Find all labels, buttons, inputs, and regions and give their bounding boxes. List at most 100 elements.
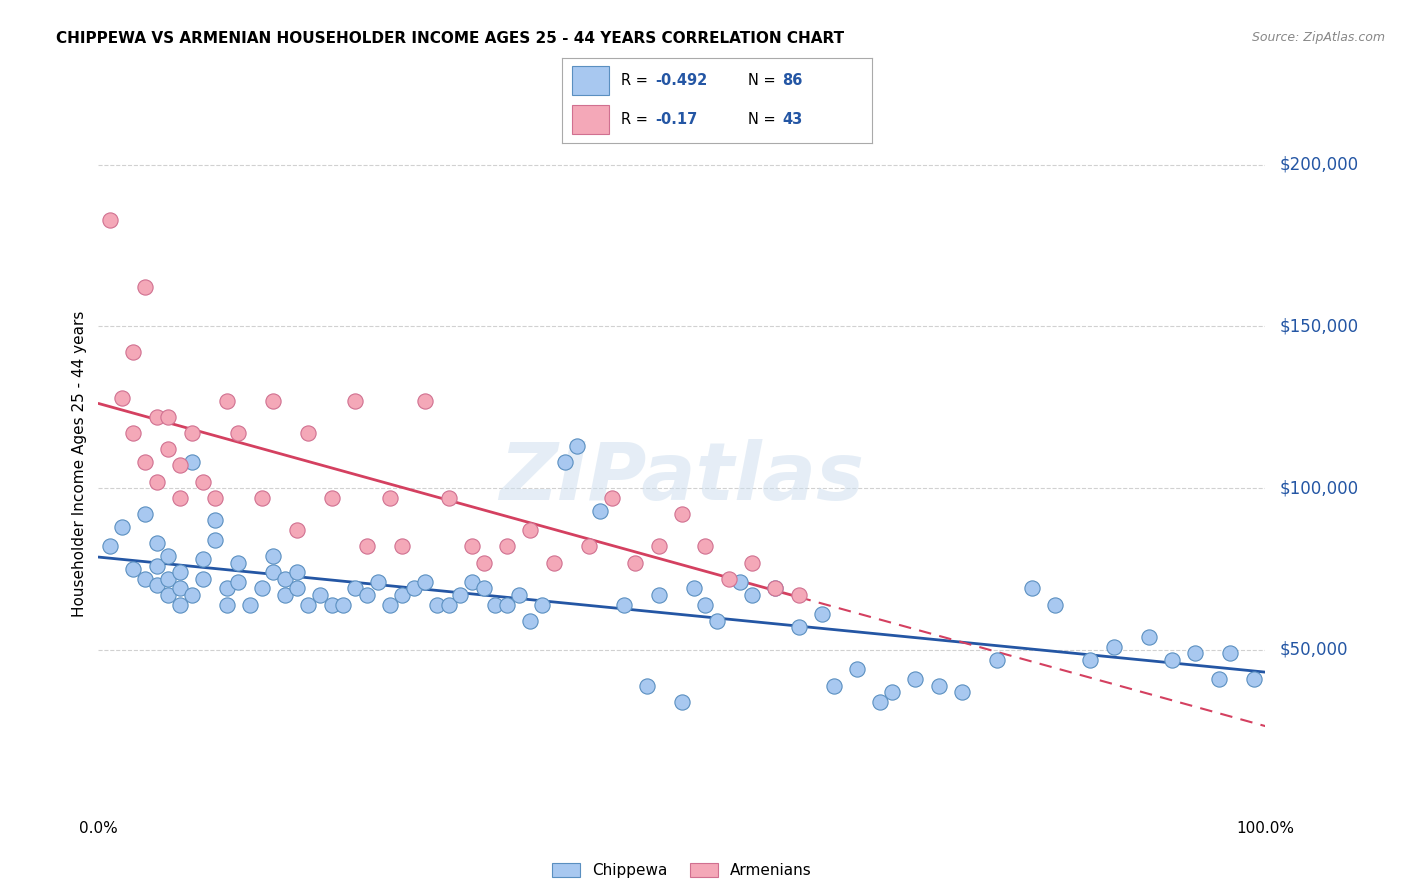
Text: ZIPatlas: ZIPatlas <box>499 439 865 516</box>
Point <box>519 523 541 537</box>
Point <box>717 572 740 586</box>
Point <box>682 582 704 596</box>
Point <box>695 598 717 612</box>
Point <box>134 572 156 586</box>
Text: N =: N = <box>748 112 780 128</box>
Point <box>647 588 669 602</box>
Point <box>1243 672 1265 686</box>
Point <box>180 426 202 441</box>
Y-axis label: Householder Income Ages 25 - 44 years: Householder Income Ages 25 - 44 years <box>72 310 87 617</box>
Point <box>157 549 180 563</box>
Point <box>344 393 367 408</box>
Point <box>636 679 658 693</box>
Point <box>495 540 517 554</box>
Text: $50,000: $50,000 <box>1279 641 1348 659</box>
Point <box>309 588 332 602</box>
Point <box>449 588 471 602</box>
Point <box>378 491 402 505</box>
Point <box>671 507 693 521</box>
Point <box>122 562 145 576</box>
Point <box>578 540 600 554</box>
Point <box>332 598 354 612</box>
Point <box>1219 646 1241 660</box>
Text: $150,000: $150,000 <box>1279 318 1358 335</box>
Point <box>297 426 319 441</box>
Point <box>741 556 763 570</box>
Text: -0.17: -0.17 <box>655 112 697 128</box>
Text: R =: R = <box>621 112 652 128</box>
Point <box>928 679 950 693</box>
Point <box>904 672 927 686</box>
Point <box>1161 652 1184 666</box>
Point <box>193 572 215 586</box>
Point <box>146 475 169 489</box>
Point <box>472 582 495 596</box>
Point <box>461 540 484 554</box>
Point <box>157 572 180 586</box>
Point <box>845 662 868 676</box>
Point <box>111 391 134 405</box>
Point <box>262 393 284 408</box>
Point <box>472 556 495 570</box>
Point <box>811 607 834 622</box>
Point <box>134 455 156 469</box>
Text: N =: N = <box>748 73 780 88</box>
Point <box>612 598 634 612</box>
Point <box>519 614 541 628</box>
Point <box>122 426 145 441</box>
Text: -0.492: -0.492 <box>655 73 707 88</box>
Point <box>169 566 191 580</box>
Point <box>321 491 343 505</box>
Point <box>193 475 215 489</box>
Point <box>1184 646 1206 660</box>
Point <box>169 582 191 596</box>
Point <box>344 582 367 596</box>
Point <box>1021 582 1043 596</box>
Text: 43: 43 <box>782 112 803 128</box>
Point <box>169 598 191 612</box>
Point <box>671 695 693 709</box>
Text: CHIPPEWA VS ARMENIAN HOUSEHOLDER INCOME AGES 25 - 44 YEARS CORRELATION CHART: CHIPPEWA VS ARMENIAN HOUSEHOLDER INCOME … <box>56 31 845 46</box>
Point <box>763 582 786 596</box>
Point <box>880 685 903 699</box>
Point <box>391 588 413 602</box>
Point <box>356 588 378 602</box>
Point <box>565 439 588 453</box>
Point <box>134 280 156 294</box>
Point <box>508 588 530 602</box>
Point <box>321 598 343 612</box>
Point <box>1208 672 1230 686</box>
Point <box>180 588 202 602</box>
Point <box>600 491 623 505</box>
Text: $100,000: $100,000 <box>1279 479 1358 497</box>
Point <box>413 574 436 589</box>
Point <box>157 409 180 424</box>
Point <box>543 556 565 570</box>
Point <box>98 212 121 227</box>
Point <box>134 507 156 521</box>
Point <box>215 393 238 408</box>
Point <box>484 598 506 612</box>
Point <box>169 458 191 473</box>
Point <box>146 578 169 592</box>
Point <box>589 504 612 518</box>
Point <box>228 426 250 441</box>
Point <box>262 549 284 563</box>
Point <box>111 520 134 534</box>
Text: 86: 86 <box>782 73 803 88</box>
Point <box>250 582 273 596</box>
Point <box>285 566 308 580</box>
Legend: Chippewa, Armenians: Chippewa, Armenians <box>546 857 818 884</box>
Point <box>157 442 180 457</box>
Point <box>274 572 297 586</box>
Point <box>1080 652 1102 666</box>
Point <box>285 582 308 596</box>
Point <box>986 652 1008 666</box>
Point <box>122 345 145 359</box>
Point <box>741 588 763 602</box>
Point <box>413 393 436 408</box>
Point <box>215 598 238 612</box>
Point <box>647 540 669 554</box>
Point <box>437 598 460 612</box>
Point <box>426 598 449 612</box>
